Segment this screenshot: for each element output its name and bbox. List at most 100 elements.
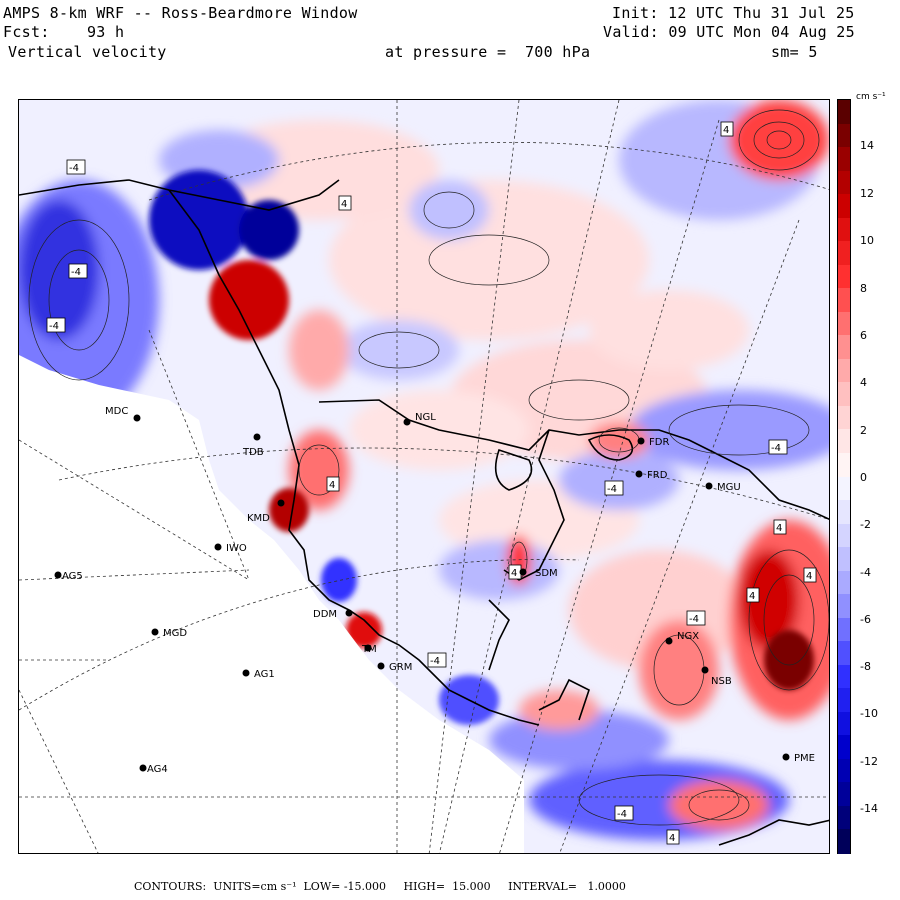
station-marker[interactable] (519, 568, 527, 576)
station-label: MGU (717, 482, 741, 493)
colorbar-tick-label: 0 (860, 471, 867, 484)
units-label: UNITS=cm s⁻¹ (213, 880, 297, 893)
station-marker[interactable] (253, 433, 261, 441)
colorbar-segment (838, 782, 850, 807)
graticule (19, 100, 829, 853)
contour-label-box (666, 829, 680, 845)
colorbar-unit: cm s⁻¹ (856, 92, 886, 102)
contour-label-box (768, 439, 788, 455)
contour-label-box (746, 587, 760, 603)
interval-label: INTERVAL= 1.0000 (508, 880, 626, 893)
station-label: NGL (415, 412, 436, 423)
station-marker[interactable] (701, 666, 709, 674)
station-label: TM (361, 644, 377, 655)
colorbar-tick-label: 6 (860, 329, 867, 342)
station-label: KMD (247, 513, 270, 524)
contour-label-box (720, 121, 734, 137)
station-label: NSB (711, 676, 732, 687)
station-label: AG5 (62, 571, 83, 582)
colorbar-segment (838, 452, 850, 477)
colorbar-segment (838, 194, 850, 219)
colorbar-segment (838, 147, 850, 172)
terrain-mask (19, 355, 524, 853)
colorbar-segment (838, 264, 850, 289)
colorbar-tick-label: -12 (860, 755, 878, 768)
contour-label: -4 (689, 614, 699, 625)
station-marker[interactable] (665, 637, 673, 645)
contour-label: 4 (341, 199, 347, 210)
station-marker[interactable] (377, 662, 385, 670)
contour-label-box (68, 263, 88, 279)
station-marker[interactable] (635, 470, 643, 478)
map-panel[interactable]: 4 -4 4 -4 -4 4 -4 4 4 -4 4 -4 4 -4 4 -4 MDC NGL FDR FRD MGU… (18, 99, 830, 854)
station-marker[interactable] (782, 753, 790, 761)
colorbar-tick-label: 12 (860, 187, 874, 200)
colorbar-tick-label: -4 (860, 566, 871, 579)
contour-label: 4 (329, 480, 335, 491)
colorbar-tick-label: 4 (860, 376, 867, 389)
contour-label: -4 (617, 809, 627, 820)
contour-label: 4 (669, 833, 675, 844)
station-label: MGD (163, 628, 187, 639)
station-marker[interactable] (242, 669, 250, 677)
station-marker[interactable] (364, 644, 372, 652)
colorbar-segment (838, 758, 850, 783)
contour-label-layer: 4 -4 4 -4 -4 4 -4 4 4 -4 4 -4 4 -4 4 -4 (46, 121, 817, 845)
station-marker[interactable] (705, 482, 713, 490)
colorbar-segment (838, 217, 850, 242)
contour-label: -4 (430, 656, 440, 667)
station-label: AG1 (254, 669, 275, 680)
init-time: Init: 12 UTC Thu 31 Jul 25 (612, 4, 855, 22)
contour-label: 4 (511, 568, 517, 579)
pressure-level: at pressure = 700 hPa (385, 43, 591, 61)
station-label: FRD (647, 470, 668, 481)
valid-time: Valid: 09 UTC Mon 04 Aug 25 (603, 23, 855, 41)
station-label: SDM (535, 568, 558, 579)
colorbar-tick-label: -6 (860, 613, 871, 626)
colorbar-segment (838, 476, 850, 501)
colorbar-tick-label: 10 (860, 234, 874, 247)
contour-label: -4 (771, 443, 781, 454)
station-marker[interactable] (151, 628, 159, 636)
contour-label-box (427, 652, 447, 668)
station-marker[interactable] (54, 571, 62, 579)
vertical-velocity-map: 4 -4 4 -4 -4 4 -4 4 4 -4 4 -4 4 -4 4 -4 MDC NGL FDR FRD MGU… (19, 100, 829, 853)
contour-lines (28, 109, 829, 826)
station-marker[interactable] (345, 609, 353, 617)
coastline (19, 179, 829, 846)
contour-label: -4 (607, 484, 617, 495)
station-marker[interactable] (214, 543, 222, 551)
colorbar-segment (838, 711, 850, 736)
contour-label-box (326, 476, 340, 492)
contour-label-box (338, 195, 352, 211)
contour-label-box (46, 317, 66, 333)
colorbar-tick-label: 8 (860, 282, 867, 295)
map-title: AMPS 8-km WRF -- Ross-Beardmore Window (3, 4, 358, 22)
station-label: NGX (677, 631, 699, 642)
station-marker[interactable] (637, 437, 645, 445)
colorbar-tick-label: 2 (860, 424, 867, 437)
contour-label-box (614, 805, 634, 821)
station-marker[interactable] (403, 418, 411, 426)
contour-label: 4 (806, 571, 812, 582)
colorbar-segment (838, 241, 850, 266)
station-label: PME (794, 753, 815, 764)
colorbar-segment (838, 570, 850, 595)
station-label: IWO (226, 543, 247, 554)
station-marker[interactable] (139, 764, 147, 772)
colorbar-segment (838, 664, 850, 689)
colorbar-segment (838, 100, 850, 125)
contour-label: 4 (749, 591, 755, 602)
smoothing-value: sm= 5 (771, 43, 818, 61)
colorbar-segment (838, 641, 850, 666)
station-marker[interactable] (133, 414, 141, 422)
colorbar-segment (838, 311, 850, 336)
contour-label-box (604, 480, 624, 496)
low-label: LOW= -15.000 (303, 880, 387, 893)
contour-label: -4 (71, 267, 81, 278)
colorbar-segment (838, 335, 850, 360)
station-label: GRM (389, 662, 412, 673)
station-layer: MDC NGL FDR FRD MGU TDB KMD IWO AG5 SDM DDM MGD TM GR… (54, 406, 815, 775)
station-marker[interactable] (277, 499, 285, 507)
station-label: TDB (242, 447, 264, 458)
